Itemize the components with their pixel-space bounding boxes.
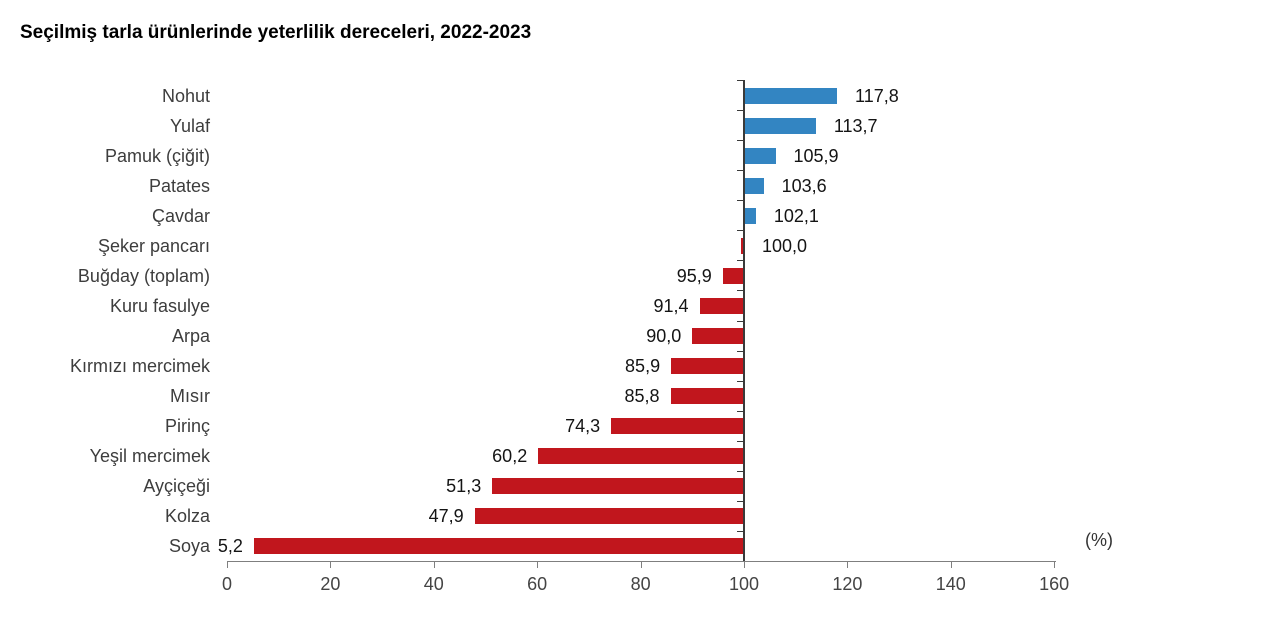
category-label: Nohut [161,85,210,106]
x-axis-tick [1054,561,1056,568]
category-label: Pamuk (çiğit) [104,145,210,166]
anchor-line-tick [737,500,743,502]
anchor-line-tick [737,410,743,412]
unit-label: (%) [1085,530,1113,550]
category-label: Patates [148,175,210,196]
category-label: Kuru fasulye [109,295,210,316]
anchor-line-tick [737,350,743,352]
value-label: 113,7 [833,115,878,136]
category-label: Kırmızı mercimek [69,355,210,376]
value-label: 5,2 [217,536,243,557]
value-label: 100,0 [762,235,808,256]
value-label: 90,0 [646,325,682,346]
bar [671,357,744,374]
anchor-line-tick [737,80,743,81]
bar [745,147,776,164]
x-axis-tick [433,561,435,568]
value-label: 91,4 [653,295,689,316]
value-label: 105,9 [793,145,839,166]
bar [745,177,764,194]
anchor-line [743,80,745,561]
bar [692,327,744,344]
category-label: Buğday (toplam) [77,265,210,286]
bar [253,538,744,555]
bar [745,117,816,134]
bar [538,448,744,465]
category-label: Arpa [171,325,210,346]
x-tick-label: 140 [935,574,966,594]
x-axis-tick [744,561,745,568]
category-label: Mısır [170,386,210,406]
category-label: Yeşil mercimek [89,446,210,467]
x-axis-tick [537,561,539,568]
anchor-line-tick [737,320,743,322]
x-axis-tick [227,561,228,568]
bar [741,237,744,254]
bar [474,508,744,525]
bar [745,207,756,224]
category-label: Şeker pancarı [97,235,210,256]
value-label: 74,3 [565,416,601,437]
category-label: Ayçiçeği [143,476,210,497]
x-tick-label: 100 [728,574,760,594]
bar [745,87,838,104]
anchor-line-tick [737,230,743,232]
x-tick-label: 120 [832,574,863,594]
anchor-line-tick [737,530,743,532]
x-tick-label: 160 [1039,574,1070,594]
bar [611,418,744,435]
x-tick-label: 80 [630,574,651,594]
x-tick-label: 40 [423,574,444,594]
value-label: 85,8 [624,386,660,406]
category-label: Pirinç [164,416,210,437]
bar [699,297,744,314]
category-label: Çavdar [151,205,210,226]
anchor-line-tick [737,200,743,202]
value-label: 103,6 [781,175,827,196]
anchor-line-tick [737,470,743,472]
x-axis-line [227,561,1057,562]
category-label: Soya [168,536,210,557]
x-tick-label: 60 [527,574,548,594]
x-axis-tick [640,561,642,568]
anchor-line-tick [737,440,743,442]
x-tick-label: 0 [221,574,232,594]
anchor-line-tick [737,140,743,142]
value-label: 117,8 [855,85,899,106]
x-axis-tick [950,561,952,568]
anchor-line-tick [737,260,743,262]
anchor-line-tick [737,380,743,382]
anchor-line-tick [737,170,743,172]
value-label: 85,9 [625,355,661,376]
value-label: 51,3 [446,476,482,497]
x-axis-tick [330,561,332,568]
category-label: Yulaf [169,115,210,136]
value-label: 102,1 [773,205,819,226]
category-label: Kolza [164,506,210,527]
x-axis-tick [847,561,849,568]
value-label: 60,2 [492,446,528,467]
bar [722,267,744,284]
anchor-line-tick [737,110,743,112]
x-tick-label: 20 [320,574,341,594]
anchor-line-tick [737,290,743,292]
bar [492,478,744,495]
bar [670,388,744,404]
chart-title: Seçilmiş tarla ürünlerinde yeterlilik de… [20,22,532,43]
value-label: 95,9 [676,265,712,286]
value-label: 47,9 [428,506,464,527]
